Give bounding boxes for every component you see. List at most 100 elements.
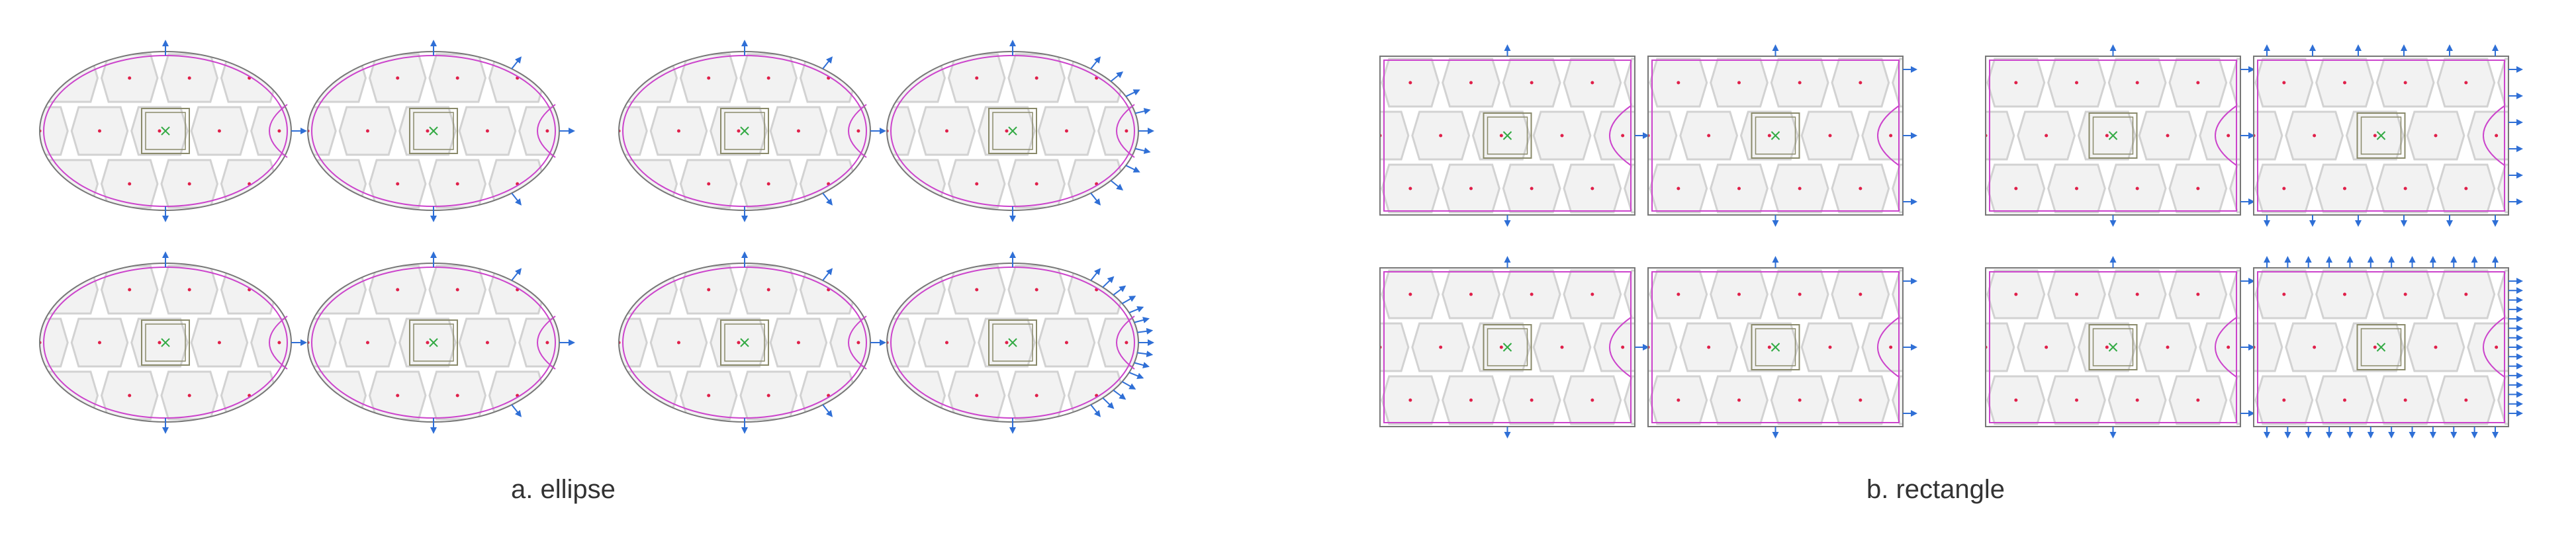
force-arrow <box>1128 306 1144 313</box>
site-dot <box>975 288 979 292</box>
tile-cell <box>1188 266 1244 313</box>
site-dot <box>2343 398 2346 402</box>
site-dot <box>1980 187 1984 190</box>
force-arrow <box>822 268 833 281</box>
site-dot <box>1677 81 1680 85</box>
site-dot <box>676 129 680 133</box>
site-dot <box>308 341 310 345</box>
center-frame <box>2088 112 2138 159</box>
tile-cell <box>1892 163 1903 214</box>
force-arrow <box>1134 317 1150 323</box>
site-dot <box>1215 183 1218 186</box>
site-dot <box>217 129 221 133</box>
tile-cell <box>561 54 617 102</box>
tile-cell <box>1648 322 1678 372</box>
site-dot <box>1125 129 1128 133</box>
center-frame <box>409 319 458 366</box>
site-dot <box>855 394 858 397</box>
site-dot <box>1950 134 1953 138</box>
tile-cell <box>1158 107 1214 155</box>
site-dot <box>1950 346 1953 349</box>
pink-indent-curve <box>1609 105 1632 166</box>
site-dot <box>1590 187 1594 190</box>
site-dot <box>1737 292 1741 296</box>
site-dot <box>2045 345 2048 349</box>
site-dot <box>2227 134 2231 138</box>
site-dot <box>1621 345 1625 349</box>
site-dot <box>576 183 579 186</box>
site-dot <box>707 394 711 397</box>
site-dot <box>2135 398 2139 402</box>
site-dot <box>485 129 489 133</box>
site-dot <box>396 76 400 80</box>
site-dot <box>1767 134 1771 138</box>
center-mark <box>1771 343 1780 352</box>
tile-cell <box>2497 163 2508 214</box>
site-dot <box>635 183 639 186</box>
center-mark <box>429 126 438 136</box>
site-dot <box>365 129 369 133</box>
site-dot <box>766 76 770 80</box>
site-dot <box>187 76 191 80</box>
site-dot <box>2464 398 2468 402</box>
center-mark <box>161 338 170 347</box>
center-frame <box>141 319 190 366</box>
tile-cell <box>1380 110 1410 161</box>
force-arrow <box>1110 71 1124 82</box>
tile-cell <box>2254 322 2283 372</box>
site-dot <box>1185 130 1188 133</box>
tile-cell <box>888 265 946 315</box>
pink-offset-curve <box>2257 60 2505 212</box>
ellipse-panel <box>855 251 1248 434</box>
site-dot <box>1005 341 1009 345</box>
rectangle-panel <box>2253 44 2528 227</box>
tile-cell <box>1127 159 1138 209</box>
center-frame-inner <box>1487 116 1528 155</box>
site-dot <box>2196 187 2200 190</box>
center-frame-inner <box>145 323 186 362</box>
tile-cell <box>1892 375 1903 425</box>
site-dot <box>1064 129 1068 133</box>
center-frame <box>1483 112 1532 159</box>
pink-offset-curve <box>1989 60 2237 212</box>
pink-offset-curve <box>1989 271 2237 423</box>
tile-cell <box>40 370 99 421</box>
site-dot <box>2135 81 2139 85</box>
site-dot <box>1737 187 1741 190</box>
site-dot <box>635 77 639 80</box>
pink-offset-curve <box>1383 271 1632 423</box>
center-frame <box>1751 324 1800 370</box>
site-dot <box>1155 77 1158 80</box>
force-arrow <box>1134 362 1150 368</box>
site-dot <box>1677 398 1680 402</box>
site-dot <box>1859 398 1863 402</box>
center-frame <box>988 319 1037 366</box>
site-dot <box>276 288 279 292</box>
site-dot <box>856 341 860 345</box>
tile-cell <box>1927 165 1984 212</box>
center-frame-inner <box>1755 116 1796 155</box>
site-dot <box>1348 293 1352 296</box>
site-dot <box>1560 345 1564 349</box>
site-dot <box>1155 394 1158 397</box>
tile-cell <box>1927 271 1984 318</box>
tile-cell <box>561 372 617 419</box>
pink-offset-curve <box>1651 271 1900 423</box>
site-dot <box>276 394 279 397</box>
site-dot <box>2434 134 2438 138</box>
rectangle-panel <box>1647 256 1953 439</box>
force-arrow <box>1102 397 1115 409</box>
site-dot <box>97 129 101 133</box>
site-dot <box>2166 134 2170 138</box>
center-frame <box>141 108 190 154</box>
tile-cell <box>2497 375 2508 425</box>
site-dot <box>1244 341 1248 345</box>
site-dot <box>1919 187 1923 190</box>
site-dot <box>576 77 579 80</box>
site-dot <box>587 183 590 186</box>
site-dot <box>455 288 459 292</box>
site-dot <box>2525 81 2528 85</box>
site-dot <box>1469 187 1473 190</box>
site-dot <box>1919 81 1923 85</box>
